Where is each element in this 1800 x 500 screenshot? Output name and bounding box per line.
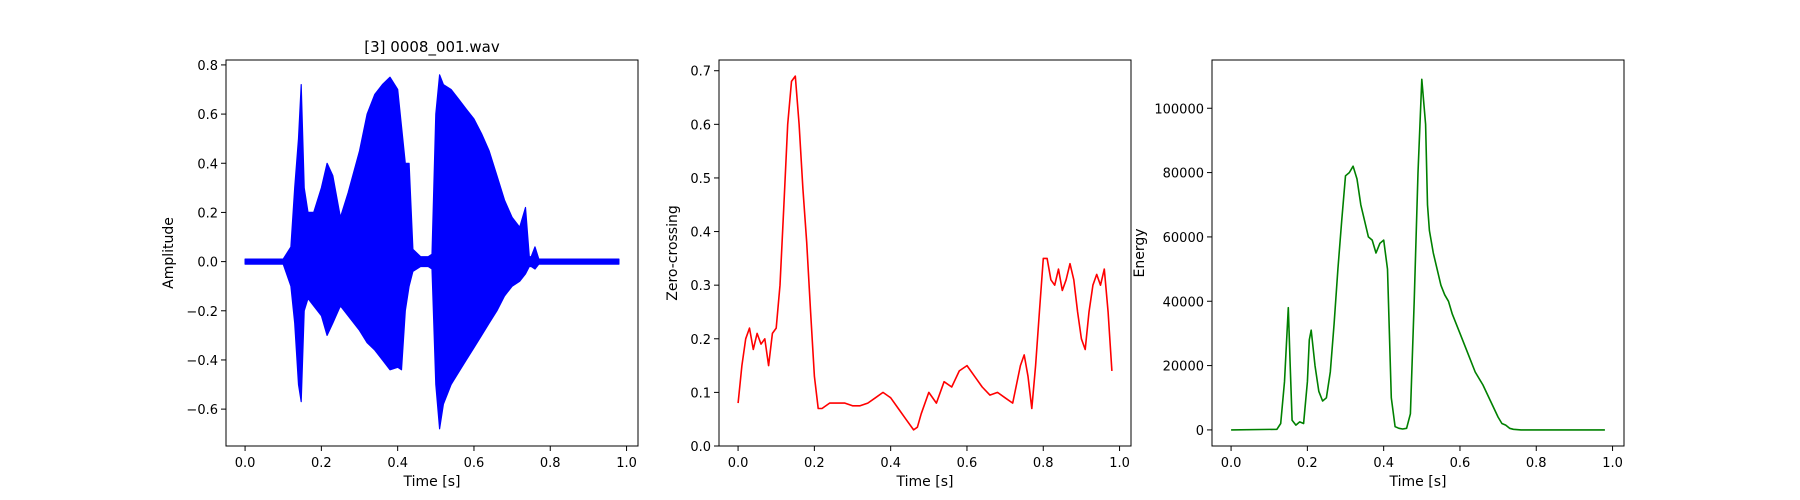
waveform-y-tick-label: −0.2	[186, 305, 218, 320]
waveform-y-tick-label: −0.6	[186, 403, 218, 418]
energy-panel: 0.0 0.2 0.4 0.6 0.8 1.0 0 20000 40000 60000 80000 1…	[1132, 59, 1625, 490]
energy-x-tick-label: 0.0	[1221, 456, 1242, 471]
waveform-x-tick-label: 0.4	[387, 456, 408, 471]
waveform-y-axis-label: Amplitude	[161, 217, 177, 289]
energy-y-tick-label: 80000	[1163, 167, 1204, 182]
waveform-y-tick-label: 0.0	[197, 256, 218, 271]
zero-crossing-x-axis-label: Time [s]	[896, 474, 954, 490]
waveform-x-tick-label: 0.2	[311, 456, 332, 471]
zero-crossing-y-axis-label: Zero-crossing	[665, 205, 681, 300]
zero-crossing-y-tick-label: 0.6	[690, 118, 711, 133]
zero-crossing-ticks: 0.0 0.2 0.4 0.6 0.8 1.0 0.0 0.1 0.2 0.3 0.4 0.5 0.6 0…	[690, 65, 1130, 471]
energy-ticks: 0.0 0.2 0.4 0.6 0.8 1.0 0 20000 40000 60000 80000 1…	[1154, 102, 1623, 471]
waveform-x-axis-label: Time [s]	[403, 474, 461, 490]
waveform-plot-area	[244, 74, 620, 430]
waveform-y-tick-label: 0.2	[197, 206, 218, 221]
energy-x-tick-label: 0.4	[1373, 456, 1394, 471]
zero-crossing-x-tick-label: 0.6	[957, 456, 978, 471]
waveform-title: [3] 0008_001.wav	[364, 38, 500, 57]
zero-crossing-plot-area	[737, 75, 1113, 431]
energy-plot-area	[1231, 78, 1605, 431]
energy-x-tick-label: 0.8	[1526, 456, 1547, 471]
zero-crossing-y-tick-label: 0.7	[690, 65, 711, 80]
waveform-y-tick-label: 0.8	[197, 59, 218, 74]
waveform-ticks: 0.0 0.2 0.4 0.6 0.8 1.0 −0.6 −0.4 −0.2 0.0 0.2 0.4 0…	[186, 59, 636, 471]
energy-line	[1231, 78, 1605, 431]
waveform-y-tick-label: 0.6	[197, 108, 218, 123]
energy-axes-frame	[1211, 59, 1625, 447]
zero-crossing-y-tick-label: 0.4	[690, 226, 711, 241]
zero-crossing-x-tick-label: 0.8	[1033, 456, 1054, 471]
energy-y-axis-label: Energy	[1132, 228, 1148, 277]
zero-crossing-x-tick-label: 1.0	[1109, 456, 1130, 471]
energy-y-tick-label: 100000	[1154, 102, 1204, 117]
energy-y-tick-label: 40000	[1163, 295, 1204, 310]
zero-crossing-x-tick-label: 0.0	[728, 456, 749, 471]
energy-y-tick-label: 20000	[1163, 360, 1204, 375]
energy-x-axis-label: Time [s]	[1389, 474, 1447, 490]
zero-crossing-panel: 0.0 0.2 0.4 0.6 0.8 1.0 0.0 0.1 0.2 0.3 0.4 0.5 0.6 0…	[665, 59, 1132, 490]
zero-crossing-y-tick-label: 0.0	[690, 440, 711, 455]
zero-crossing-axes-frame	[718, 59, 1132, 447]
waveform-panel: [3] 0008_001.wav 0.0 0.2 0.4 0.6 0.8 1.0 −0.6 −…	[161, 38, 639, 490]
waveform-axes-frame	[225, 59, 639, 447]
zero-crossing-y-tick-label: 0.5	[690, 172, 711, 187]
waveform-x-tick-label: 1.0	[616, 456, 637, 471]
energy-y-tick-label: 0	[1196, 424, 1204, 439]
zero-crossing-y-tick-label: 0.1	[690, 386, 711, 401]
waveform-signal	[244, 74, 620, 430]
waveform-y-tick-label: −0.4	[186, 354, 218, 369]
energy-y-tick-label: 60000	[1163, 231, 1204, 246]
energy-x-tick-label: 0.6	[1450, 456, 1471, 471]
waveform-x-tick-label: 0.0	[235, 456, 256, 471]
energy-x-tick-label: 1.0	[1602, 456, 1623, 471]
waveform-x-tick-label: 0.6	[464, 456, 485, 471]
zero-crossing-y-tick-label: 0.3	[690, 279, 711, 294]
zero-crossing-x-tick-label: 0.2	[804, 456, 825, 471]
waveform-x-tick-label: 0.8	[540, 456, 561, 471]
waveform-y-tick-label: 0.4	[197, 157, 218, 172]
zero-crossing-y-tick-label: 0.2	[690, 333, 711, 348]
energy-x-tick-label: 0.2	[1297, 456, 1318, 471]
zero-crossing-line	[737, 75, 1113, 431]
zero-crossing-x-tick-label: 0.4	[880, 456, 901, 471]
